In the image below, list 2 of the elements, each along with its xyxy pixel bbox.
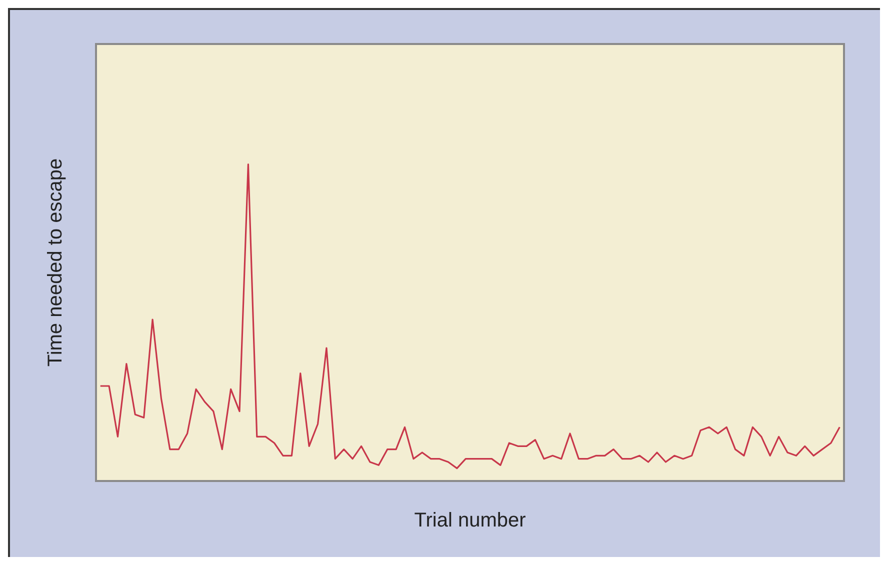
x-axis-title: Trial number: [414, 510, 526, 532]
y-axis-title: Time needed to escape: [44, 158, 67, 367]
